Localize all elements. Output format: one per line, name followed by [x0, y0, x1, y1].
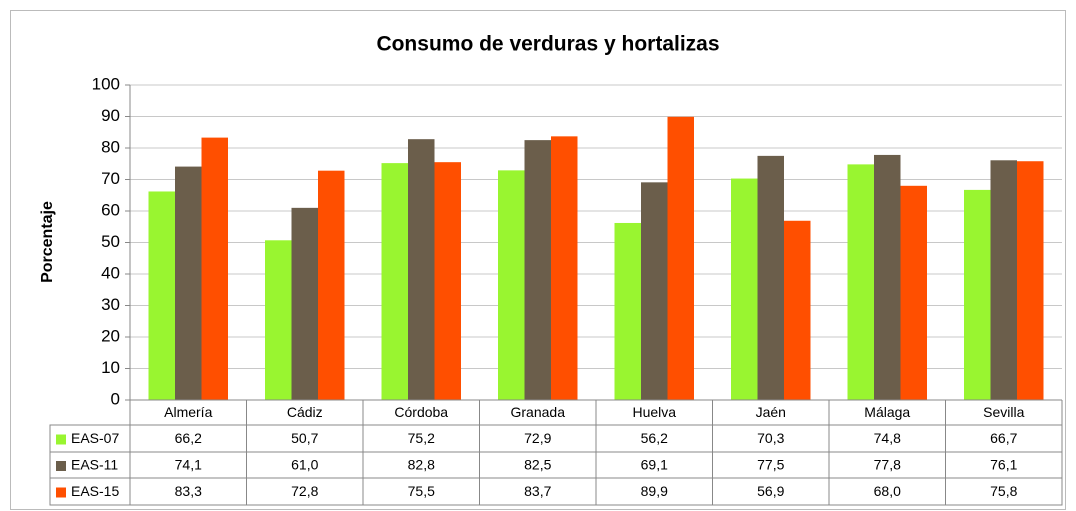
table-value: 77,8: [874, 457, 901, 473]
bar: [434, 162, 461, 400]
table-value: 66,7: [990, 430, 1017, 446]
bar: [847, 164, 874, 400]
bar: [318, 170, 345, 400]
y-tick-label: 60: [101, 200, 120, 219]
table-value: 61,0: [291, 457, 318, 473]
table-value: 83,3: [175, 483, 202, 499]
bar: [964, 189, 991, 400]
x-tick-label: Huelva: [632, 404, 676, 420]
table-value: 75,5: [408, 483, 435, 499]
x-tick-label: Almería: [164, 404, 212, 420]
bar: [381, 163, 408, 400]
table-value: 75,2: [408, 430, 435, 446]
bar: [614, 222, 641, 400]
x-tick-label: Granada: [511, 404, 566, 420]
y-tick-label: 100: [92, 74, 120, 93]
table-value: 69,1: [641, 457, 668, 473]
table-value: 82,8: [408, 457, 435, 473]
table-value: 68,0: [874, 483, 901, 499]
table-value: 82,5: [524, 457, 551, 473]
bar: [784, 220, 811, 400]
legend-label: EAS-15: [71, 483, 119, 499]
table-value: 83,7: [524, 483, 551, 499]
bar: [408, 139, 435, 400]
bar: [731, 178, 758, 400]
bar: [874, 154, 901, 400]
x-tick-label: Córdoba: [394, 404, 448, 420]
table-value: 76,1: [990, 457, 1017, 473]
table-value: 56,9: [757, 483, 784, 499]
chart-frame: [10, 10, 1066, 510]
y-tick-label: 20: [101, 326, 120, 345]
bar: [757, 155, 784, 400]
bar: [524, 140, 551, 400]
chart-title: Consumo de verduras y hortalizas: [376, 33, 719, 56]
x-tick-label: Sevilla: [983, 404, 1024, 420]
legend-label: EAS-11: [71, 457, 118, 473]
bar: [498, 170, 525, 400]
table-value: 66,2: [175, 430, 202, 446]
y-tick-label: 40: [101, 263, 120, 282]
table-value: 50,7: [291, 430, 318, 446]
bar: [551, 136, 578, 400]
bar: [1017, 161, 1044, 400]
legend-swatch: [56, 434, 66, 445]
bar: [265, 240, 292, 400]
y-tick-label: 0: [111, 389, 120, 408]
table-value: 56,2: [641, 430, 668, 446]
legend-swatch: [56, 461, 66, 471]
y-tick-label: 90: [101, 106, 120, 125]
table-value: 77,5: [757, 457, 784, 473]
x-tick-label: Jaén: [756, 404, 786, 420]
bar: [201, 137, 228, 401]
table-value: 70,3: [757, 430, 784, 446]
y-tick-label: 10: [101, 358, 120, 377]
table-value: 89,9: [641, 483, 668, 499]
y-axis-label: Porcentaje: [39, 201, 56, 283]
table-value: 72,9: [524, 430, 551, 446]
table-value: 74,1: [175, 457, 202, 473]
bar: [148, 191, 175, 400]
bar: [175, 166, 202, 400]
bar: [291, 207, 318, 400]
table-value: 74,8: [874, 430, 901, 446]
y-tick-label: 30: [101, 295, 120, 314]
x-tick-label: Cádiz: [287, 404, 323, 420]
bar: [990, 160, 1017, 400]
bar: [900, 185, 927, 400]
y-tick-label: 70: [101, 169, 120, 188]
legend-label: EAS-07: [71, 430, 119, 446]
y-tick-label: 50: [101, 232, 120, 251]
x-tick-label: Málaga: [864, 404, 910, 420]
table-value: 75,8: [990, 483, 1017, 499]
y-tick-label: 80: [101, 137, 120, 156]
bar: [667, 116, 694, 400]
bar: [641, 182, 668, 400]
table-value: 72,8: [291, 483, 318, 499]
legend-swatch: [56, 487, 66, 498]
